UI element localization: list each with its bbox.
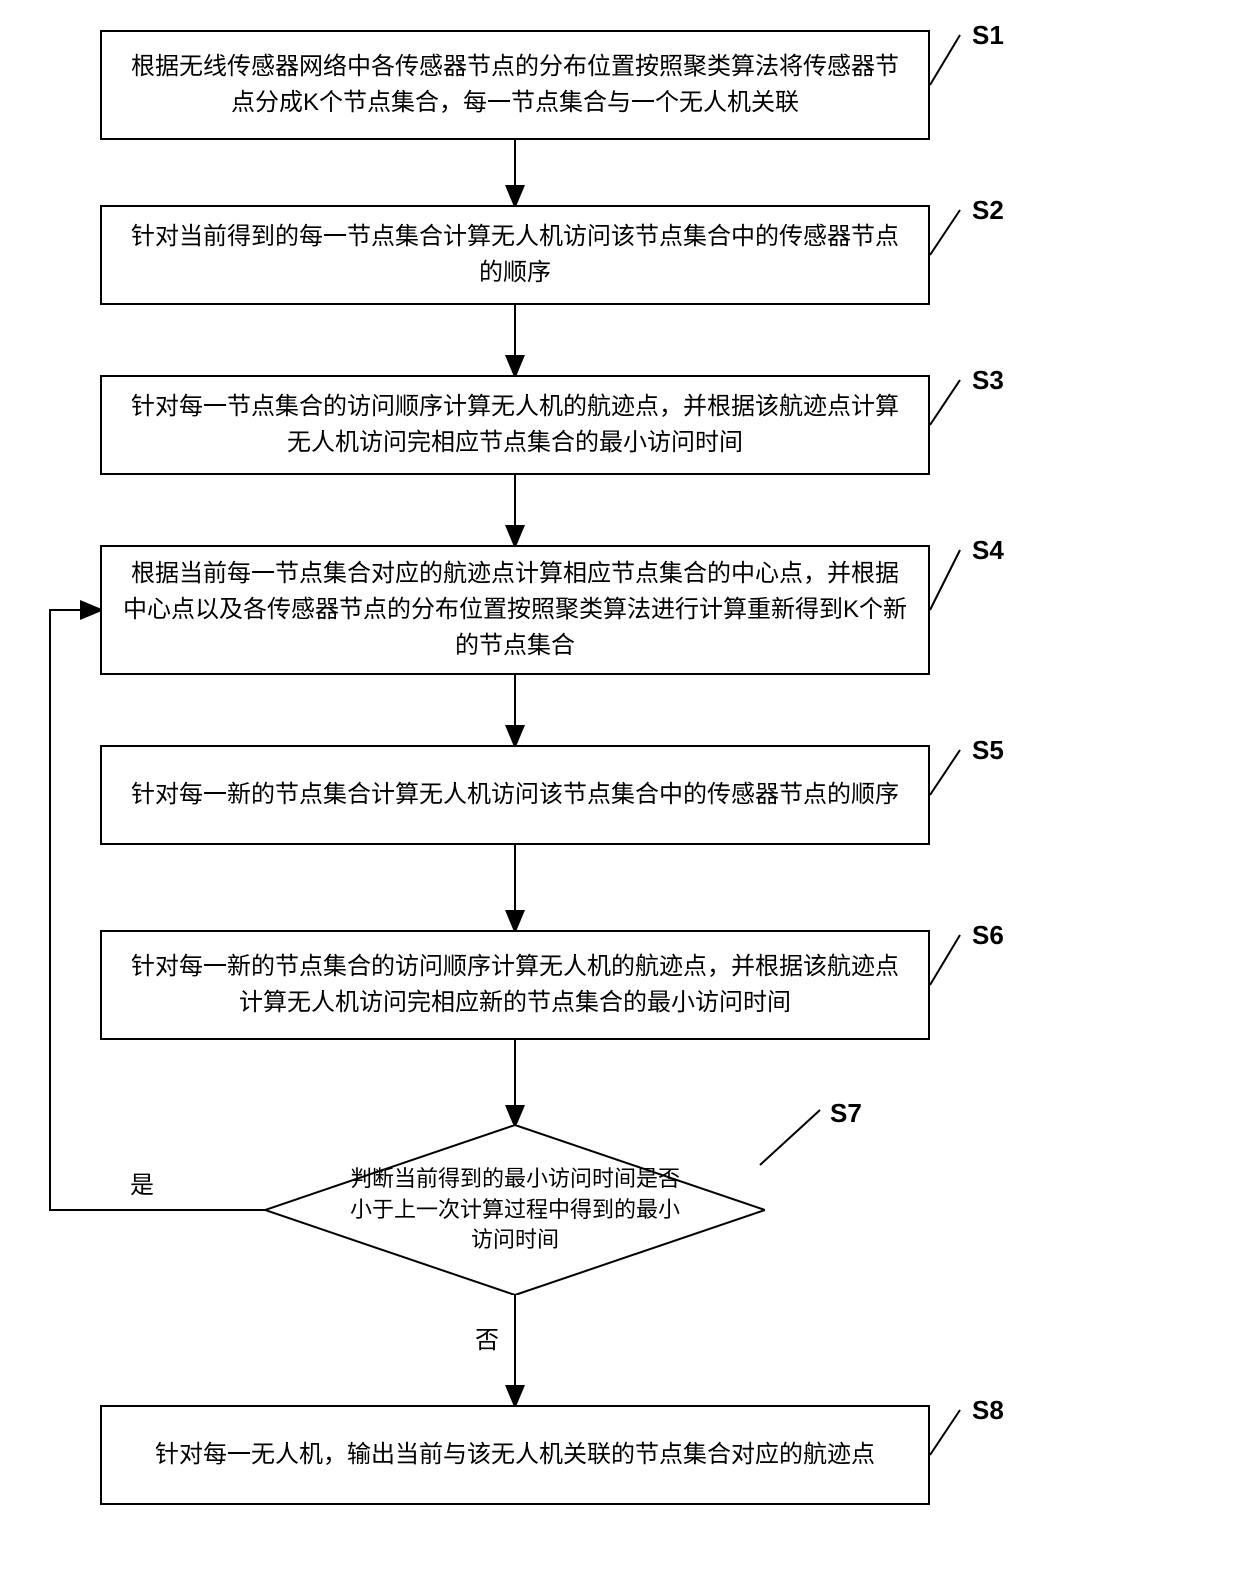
step-box-s4: 根据当前每一节点集合对应的航迹点计算相应节点集合的中心点，并根据中心点以及各传感… [100,545,930,675]
leader-line [930,210,960,255]
step-label-s5: S5 [972,735,1004,766]
leader-line [930,935,960,985]
step-text: 针对每一新的节点集合计算无人机访问该节点集合中的传感器节点的顺序 [131,777,899,813]
decision-text: 判断当前得到的最小访问时间是否小于上一次计算过程中得到的最小访问时间 [265,1125,765,1295]
step-box-s3: 针对每一节点集合的访问顺序计算无人机的航迹点，并根据该航迹点计算无人机访问完相应… [100,375,930,475]
leader-line [930,35,960,85]
step-label-s1: S1 [972,20,1004,51]
step-text: 根据当前每一节点集合对应的航迹点计算相应节点集合的中心点，并根据中心点以及各传感… [122,556,908,664]
step-label-s2: S2 [972,195,1004,226]
step-text: 针对当前得到的每一节点集合计算无人机访问该节点集合中的传感器节点的顺序 [122,219,908,291]
leader-line [930,380,960,425]
step-box-s5: 针对每一新的节点集合计算无人机访问该节点集合中的传感器节点的顺序 [100,745,930,845]
step-box-s8: 针对每一无人机，输出当前与该无人机关联的节点集合对应的航迹点 [100,1405,930,1505]
leader-line [930,1410,960,1455]
step-box-s6: 针对每一新的节点集合的访问顺序计算无人机的航迹点，并根据该航迹点计算无人机访问完… [100,930,930,1040]
step-box-s2: 针对当前得到的每一节点集合计算无人机访问该节点集合中的传感器节点的顺序 [100,205,930,305]
step-label-s8: S8 [972,1395,1004,1426]
edge-label: 是 [130,1165,154,1200]
step-label-s4: S4 [972,535,1004,566]
step-text: 针对每一新的节点集合的访问顺序计算无人机的航迹点，并根据该航迹点计算无人机访问完… [122,949,908,1021]
step-label-s6: S6 [972,920,1004,951]
step-label-s3: S3 [972,365,1004,396]
flowchart-canvas: 根据无线传感器网络中各传感器节点的分布位置按照聚类算法将传感器节点分成K个节点集… [0,0,1240,1580]
leader-line [930,750,960,795]
leader-line [760,1110,820,1165]
step-text: 根据无线传感器网络中各传感器节点的分布位置按照聚类算法将传感器节点分成K个节点集… [122,49,908,121]
step-label-s7: S7 [830,1098,862,1129]
step-box-s1: 根据无线传感器网络中各传感器节点的分布位置按照聚类算法将传感器节点分成K个节点集… [100,30,930,140]
step-text: 针对每一节点集合的访问顺序计算无人机的航迹点，并根据该航迹点计算无人机访问完相应… [122,389,908,461]
decision-diamond: 判断当前得到的最小访问时间是否小于上一次计算过程中得到的最小访问时间 [265,1125,765,1295]
leader-line [930,550,960,610]
step-text: 针对每一无人机，输出当前与该无人机关联的节点集合对应的航迹点 [155,1437,875,1473]
arrow [50,610,265,1210]
edge-label: 否 [475,1320,499,1355]
